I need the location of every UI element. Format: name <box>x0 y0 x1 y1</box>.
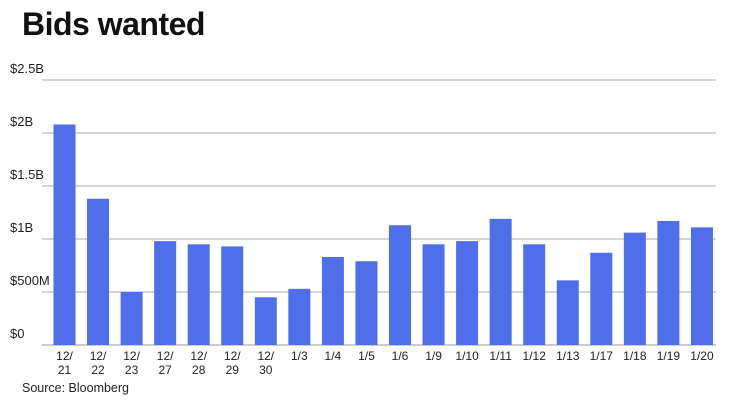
y-axis-tick-labels: $0 $500M $1B $1.5B $2B $2.5B <box>10 61 50 341</box>
bar <box>389 225 411 345</box>
x-tick-label: 1/6 <box>392 349 409 363</box>
x-tick-label: 12/21 <box>56 349 73 377</box>
x-tick-label: 1/19 <box>657 349 681 363</box>
x-tick-label: 12/22 <box>90 349 107 377</box>
bar <box>87 198 110 345</box>
bar <box>53 124 76 346</box>
x-tick-label: 1/18 <box>623 349 647 363</box>
x-tick-label: 12/27 <box>157 349 174 377</box>
x-axis-tick-labels: 12/21 12/22 12/23 12/27 12/28 12/29 12/30 1/3 1/… <box>56 349 714 377</box>
bar <box>657 220 680 345</box>
bar <box>154 241 177 345</box>
x-tick-label: 12/30 <box>257 349 274 377</box>
bar <box>321 257 344 345</box>
x-tick-label: 12/29 <box>224 349 241 377</box>
bar <box>489 218 512 345</box>
y-tick-label: $1.5B <box>10 167 44 182</box>
bar <box>556 280 579 345</box>
bar <box>221 246 244 345</box>
bar <box>187 244 210 345</box>
x-tick-label: 12/28 <box>190 349 207 377</box>
y-tick-label: $2.5B <box>10 61 44 76</box>
x-tick-label: 1/11 <box>489 349 512 363</box>
x-tick-label: 1/4 <box>325 349 342 363</box>
y-tick-label: $1B <box>10 220 33 235</box>
x-tick-label: 1/5 <box>358 349 375 363</box>
x-tick-label: 12/23 <box>123 349 140 377</box>
bar <box>456 241 479 345</box>
x-tick-label: 1/13 <box>556 349 580 363</box>
bar <box>120 292 143 345</box>
bars <box>53 124 713 346</box>
gridlines <box>42 79 716 346</box>
y-tick-label: $0 <box>10 326 24 341</box>
y-tick-label: $500M <box>10 273 50 288</box>
x-tick-label: 1/12 <box>523 349 547 363</box>
bar <box>623 232 646 345</box>
x-tick-label: 1/3 <box>291 349 308 363</box>
y-tick-label: $2B <box>10 114 33 129</box>
x-tick-label: 1/20 <box>690 349 714 363</box>
bar <box>590 252 613 345</box>
bar <box>690 227 713 345</box>
bar <box>288 288 311 345</box>
bar <box>254 297 277 345</box>
bar <box>523 244 546 345</box>
x-tick-label: 1/9 <box>425 349 442 363</box>
x-tick-label: 1/17 <box>590 349 614 363</box>
bar <box>355 261 378 345</box>
bar <box>422 244 445 345</box>
chart-title: Bids wanted <box>22 6 205 42</box>
source-note: Source: Bloomberg <box>22 381 130 395</box>
x-tick-label: 1/10 <box>455 349 479 363</box>
